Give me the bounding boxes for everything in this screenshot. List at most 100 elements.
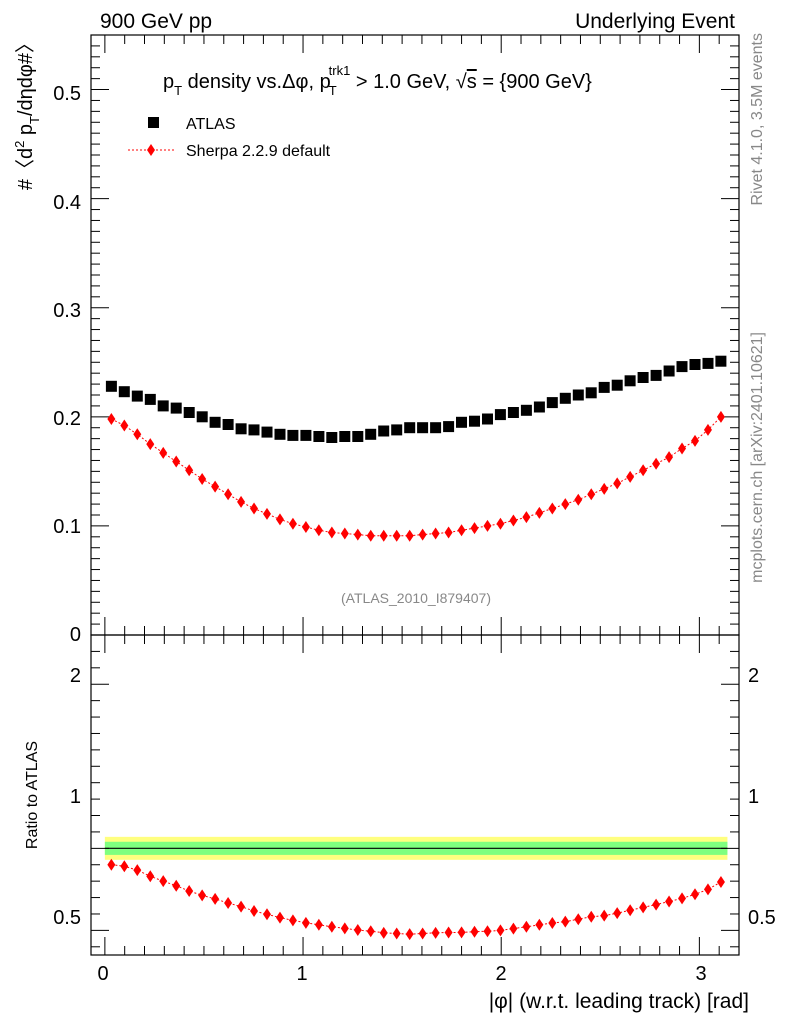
ratio-sherpa-point — [678, 892, 687, 905]
main-ticks — [91, 34, 740, 636]
ratio-sherpa-point — [496, 924, 505, 937]
sherpa-point — [431, 527, 440, 540]
ratio-sherpa-point — [691, 888, 700, 901]
atlas-point — [339, 431, 351, 442]
sherpa-point — [535, 506, 544, 519]
ratio-sherpa-point — [626, 904, 635, 917]
main-title: pT density vs.Δφ, pTtrk1 > 1.0 GeV, √s =… — [163, 63, 592, 98]
sherpa-point — [107, 413, 116, 425]
ratio-sherpa-point — [535, 918, 544, 931]
sherpa-point — [496, 517, 505, 530]
ratio-sherpa-point — [483, 925, 492, 938]
atlas-point — [507, 407, 519, 418]
sherpa-point — [237, 495, 246, 508]
ratio-sherpa-point — [405, 928, 414, 941]
main-y-tick-label: 0 — [70, 624, 81, 646]
ratio-sherpa-point — [262, 908, 271, 921]
ratio-sherpa-point — [250, 905, 259, 918]
atlas-point — [170, 402, 182, 414]
ratio-y-tick-labels-right: 0.5 1 2 — [748, 665, 776, 929]
atlas-point — [391, 424, 403, 436]
atlas-point — [105, 380, 117, 392]
atlas-point — [300, 429, 312, 441]
sherpa-point — [548, 502, 557, 515]
ratio-sherpa-point — [457, 926, 466, 939]
atlas-point — [144, 393, 156, 405]
ratio-y-tick-label-right: 2 — [748, 665, 759, 687]
ratio-sherpa-point — [366, 925, 375, 938]
atlas-point — [663, 365, 675, 377]
legend-atlas-label: ATLAS — [186, 116, 236, 133]
main-series — [105, 355, 727, 542]
atlas-point — [676, 361, 688, 373]
legend-atlas-marker — [148, 117, 159, 128]
atlas-point — [209, 416, 221, 428]
sherpa-point — [405, 529, 414, 542]
atlas-point — [520, 404, 532, 416]
sherpa-point — [301, 521, 310, 533]
sherpa-point — [613, 477, 622, 490]
header-left: 900 GeV pp — [100, 10, 212, 33]
ratio-sherpa-point — [353, 924, 362, 937]
ratio-sherpa-point — [314, 918, 323, 931]
sherpa-point — [120, 419, 129, 432]
sherpa-point — [185, 464, 194, 477]
legend-sherpa-marker — [147, 144, 155, 156]
sherpa-point — [275, 513, 284, 526]
atlas-point — [715, 355, 727, 367]
ratio-y-tick-label-right: 1 — [748, 786, 759, 808]
ratio-sherpa-point — [639, 901, 648, 914]
main-y-tick-label: 0.3 — [53, 300, 81, 322]
ratio-sherpa-point — [146, 870, 155, 883]
ratio-sherpa-point — [509, 922, 518, 935]
ratio-sherpa-point — [327, 920, 336, 933]
ratio-frame — [90, 634, 740, 956]
sherpa-point — [198, 473, 207, 485]
atlas-point — [494, 409, 506, 421]
main-y-tick-label: 0.5 — [53, 83, 81, 105]
atlas-point — [546, 397, 558, 409]
atlas-point — [131, 390, 143, 402]
ratio-sherpa-point — [522, 920, 531, 933]
ratio-sherpa-point — [665, 895, 674, 908]
atlas-point — [196, 411, 208, 423]
sherpa-point — [470, 522, 479, 535]
ratio-sherpa-point — [275, 911, 284, 924]
sherpa-point — [146, 438, 155, 451]
ratio-sherpa-point — [418, 927, 427, 940]
ratio-sherpa-point — [224, 896, 233, 909]
sherpa-point — [314, 524, 323, 537]
ratio-sherpa-point — [574, 913, 583, 926]
sherpa-point — [483, 519, 492, 532]
sherpa-point — [392, 529, 401, 542]
ratio-sherpa-point — [561, 915, 570, 928]
ratio-sherpa-point — [288, 914, 297, 927]
atlas-point — [157, 400, 169, 412]
atlas-point — [248, 424, 260, 436]
header-right: Underlying Event — [575, 10, 735, 33]
sherpa-point — [262, 507, 271, 520]
atlas-point — [430, 422, 442, 434]
analysis-label: (ATLAS_2010_I879407) — [341, 590, 491, 606]
sherpa-point — [652, 457, 661, 470]
ratio-sherpa-point — [431, 926, 440, 939]
sherpa-point — [353, 528, 362, 541]
main-y-tick-label: 0.2 — [53, 408, 81, 430]
atlas-point — [572, 389, 584, 401]
atlas-point — [456, 416, 467, 428]
atlas-point — [650, 369, 662, 381]
ratio-sherpa-point — [107, 858, 116, 871]
atlas-point — [702, 357, 714, 369]
sherpa-point — [639, 464, 648, 477]
ratio-series — [107, 858, 725, 941]
sherpa-point — [703, 423, 712, 436]
sherpa-point — [444, 526, 453, 539]
sherpa-point — [587, 488, 596, 501]
sherpa-point — [159, 446, 168, 459]
ratio-sherpa-point — [120, 860, 129, 873]
ratio-sherpa-point — [548, 917, 557, 929]
legend: ATLAS Sherpa 2.2.9 default — [128, 116, 331, 160]
x-tick-label: 3 — [695, 963, 706, 985]
atlas-point — [378, 425, 390, 437]
